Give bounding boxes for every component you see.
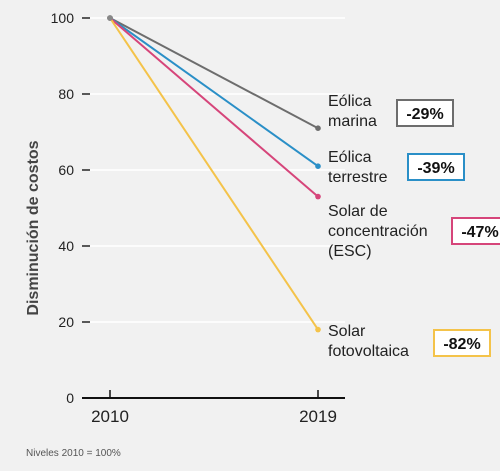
y-tick-label: 100 <box>51 10 75 26</box>
series-label-3: Solar fotovoltaica <box>328 323 409 360</box>
y-axis-title: Disminución de costos <box>25 140 42 315</box>
series-label-line: Solar <box>328 323 366 340</box>
change-badge-value: -39% <box>417 160 454 177</box>
series-label-line: Eólica <box>328 149 372 166</box>
series-label-line: concentración <box>328 223 428 240</box>
data-point <box>315 125 321 131</box>
y-tick-label: 20 <box>58 314 74 330</box>
series-label-line: marina <box>328 113 377 130</box>
change-badge-value: -82% <box>443 336 480 353</box>
y-axis-ticks: 0 20 40 60 80 100 <box>51 10 90 406</box>
y-tick-label: 40 <box>58 238 74 254</box>
series-label-line: fotovoltaica <box>328 343 409 360</box>
x-axis: 2010 2019 <box>82 390 345 426</box>
series-label-line: terrestre <box>328 169 388 186</box>
series-line <box>109 17 319 198</box>
series-lines <box>107 15 321 333</box>
x-tick-label: 2010 <box>91 407 129 426</box>
data-point <box>315 326 321 333</box>
change-badge-value: -47% <box>461 224 498 241</box>
change-badge-value: -29% <box>406 106 443 123</box>
change-badge-box <box>407 153 465 181</box>
change-badge-box <box>433 329 491 357</box>
data-point <box>107 15 113 21</box>
change-badge-box <box>396 99 454 127</box>
change-badge-box <box>451 217 500 245</box>
series-line <box>109 17 319 130</box>
y-tick-label: 60 <box>58 162 74 178</box>
series-labels: Eólica marina Eólica terrestre Solar de conce… <box>328 93 428 360</box>
change-badges: -29% -39% -47% -82% <box>396 99 500 357</box>
x-tick-label: 2019 <box>299 407 337 426</box>
series-label-line: (ESC) <box>328 243 372 260</box>
series-label-line: Solar de <box>328 203 388 220</box>
gridlines <box>82 17 345 323</box>
series-line <box>109 17 319 331</box>
data-point <box>315 193 321 200</box>
series-label-2: Solar de concentración (ESC) <box>328 203 428 260</box>
y-tick-label: 80 <box>58 86 74 102</box>
series-label-0: Eólica marina <box>328 93 377 130</box>
footnote: Niveles 2010 = 100% <box>26 448 121 459</box>
series-label-line: Eólica <box>328 93 372 110</box>
series-label-1: Eólica terrestre <box>328 149 388 186</box>
series-line <box>109 17 319 168</box>
data-point <box>315 163 321 169</box>
y-tick-label: 0 <box>66 390 74 406</box>
